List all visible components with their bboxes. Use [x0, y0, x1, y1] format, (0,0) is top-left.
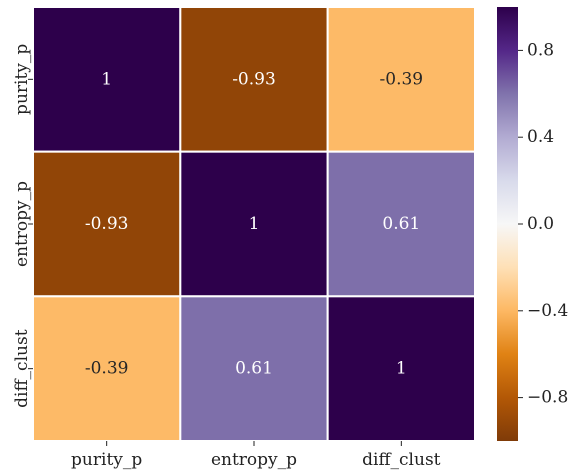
heatmap-cell — [179, 295, 329, 443]
heatmap-cell — [179, 150, 329, 298]
heatmap-cell-labels: 1 -0.93 -0.39 -0.93 1 0.61 -0.39 0.61 1 — [85, 69, 423, 378]
x-axis-ticks: purity_p entropy_p diff_clust — [71, 441, 441, 470]
cell-value-label: 1 — [249, 214, 260, 234]
cell-value-label: 0.61 — [382, 214, 420, 234]
cell-value-label: -0.39 — [380, 69, 424, 89]
y-axis-ticks: purity_p entropy_p diff_clust — [12, 44, 33, 408]
colorbar: 0.8 0.4 0.0 −0.4 −0.8 — [497, 7, 568, 441]
y-tick-label: entropy_p — [12, 181, 32, 267]
cell-value-label: 0.61 — [235, 359, 273, 379]
heatmap-cell — [326, 150, 476, 298]
x-tick-label: diff_clust — [362, 450, 441, 470]
colorbar-tick-label: −0.4 — [527, 301, 568, 321]
y-tick-label: diff_clust — [12, 329, 32, 408]
heatmap-cells — [32, 6, 476, 443]
colorbar-tick-label: 0.4 — [527, 127, 554, 147]
colorbar-ticks: 0.8 0.4 0.0 −0.4 −0.8 — [518, 40, 568, 408]
heatmap-cell — [32, 150, 182, 298]
colorbar-tick-label: −0.8 — [527, 388, 568, 408]
cell-value-label: -0.93 — [232, 69, 276, 89]
y-tick-label: purity_p — [12, 44, 32, 115]
cell-value-label: 1 — [396, 359, 407, 379]
colorbar-gradient — [497, 7, 518, 441]
cell-value-label: 1 — [101, 69, 112, 89]
heatmap-cell — [179, 6, 329, 153]
x-tick-label: purity_p — [71, 450, 142, 470]
colorbar-tick-label: 0.8 — [527, 40, 554, 60]
heatmap-cell — [32, 6, 182, 153]
heatmap-cell — [326, 6, 476, 153]
cell-value-label: -0.93 — [85, 214, 129, 234]
x-tick-label: entropy_p — [211, 450, 297, 470]
cell-value-label: -0.39 — [85, 359, 129, 379]
colorbar-tick-label: 0.0 — [527, 214, 554, 234]
